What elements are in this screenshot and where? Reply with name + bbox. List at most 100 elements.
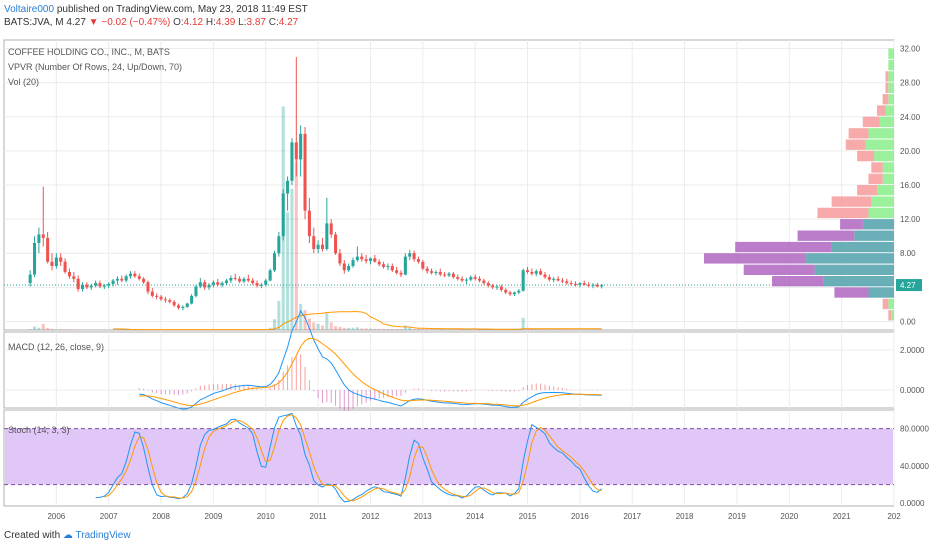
volume-profile-up xyxy=(891,310,894,321)
candle-body xyxy=(486,283,490,286)
volume-bar xyxy=(286,212,290,330)
candle-body xyxy=(438,272,442,275)
axis-ticks: 2006 2007 2008 2009 2010 2011 2012 2013 2014 2015… xyxy=(47,45,929,521)
volume-bar xyxy=(491,329,495,330)
volume-profile-down xyxy=(882,298,889,310)
volume-bar xyxy=(342,327,346,330)
candle-body xyxy=(272,253,277,271)
volume-bar xyxy=(438,329,442,330)
candle-body xyxy=(94,283,98,286)
candle-body xyxy=(373,258,377,262)
ohlc-row: BATS:JVA, M 4.27 ▼ −0.02 (−0.47%) O:4.12… xyxy=(4,16,924,29)
candle-body xyxy=(430,271,434,273)
year-tick-label: 2014 xyxy=(466,512,484,521)
year-tick-label: 2012 xyxy=(362,512,380,521)
price-tick-label: 24.00 xyxy=(900,113,921,122)
volume-bar xyxy=(521,317,525,330)
close-label: C: xyxy=(268,17,279,28)
candle-body xyxy=(194,286,198,296)
stoch-legend[interactable]: Stoch (14, 3, 3) xyxy=(8,425,70,435)
volume-bar xyxy=(377,328,381,330)
year-tick-label: 2021 xyxy=(833,512,851,521)
candle-body xyxy=(526,270,530,272)
chart-canvas[interactable]: 2006 2007 2008 2009 2010 2011 2012 2013 2014 2015… xyxy=(0,0,932,522)
candle-body xyxy=(111,280,115,284)
volume-bar xyxy=(355,327,359,330)
candle-body xyxy=(578,283,582,285)
vpvr-legend[interactable]: VPVR (Number Of Rows, 24, Up/Down, 70) xyxy=(8,62,182,72)
chart-header: Voltaire000 published on TradingView.com… xyxy=(4,3,924,29)
volume-bar xyxy=(382,328,386,330)
stoch-tick-label: 80.0000 xyxy=(900,425,929,434)
macd-legend[interactable]: MACD (12, 26, close, 9) xyxy=(8,342,104,352)
year-tick-label: 2011 xyxy=(310,512,328,521)
tradingview-brand[interactable]: TradingView xyxy=(75,530,131,541)
candle-body xyxy=(159,296,163,300)
last-price: 4.27 xyxy=(66,17,86,28)
vol-legend[interactable]: Vol (20) xyxy=(8,77,39,87)
volume-bar xyxy=(28,329,32,330)
volume-bar xyxy=(451,329,455,330)
candle-body xyxy=(46,237,50,262)
volume-bar xyxy=(386,329,390,330)
author-link[interactable]: Voltaire000 xyxy=(4,4,55,15)
candle-body xyxy=(50,261,54,267)
candle-body xyxy=(89,285,93,288)
candle-body xyxy=(181,306,185,308)
candle-body xyxy=(360,256,364,260)
volume-bar xyxy=(325,313,329,330)
volume-bar xyxy=(556,329,560,330)
candle-body xyxy=(582,283,586,285)
candle-body xyxy=(403,256,407,275)
grid-lines xyxy=(4,40,895,506)
volume-profile-up xyxy=(882,162,894,173)
candle-body xyxy=(207,284,211,288)
volume-bar xyxy=(395,329,399,330)
candle-body xyxy=(203,282,207,288)
candle-body xyxy=(124,276,128,281)
candle-body xyxy=(242,278,246,282)
volume-bar xyxy=(425,329,429,330)
candle-body xyxy=(299,133,303,160)
candle-body xyxy=(390,266,394,271)
candle-body xyxy=(238,278,242,282)
candle-body xyxy=(137,276,141,279)
volume-bar xyxy=(543,329,547,330)
candle-body xyxy=(146,282,150,292)
candle-body xyxy=(37,234,41,243)
candle-body xyxy=(176,305,181,308)
volume-bar xyxy=(50,328,54,330)
candle-body xyxy=(211,282,215,285)
volume-bar xyxy=(54,329,58,330)
volume-profile xyxy=(704,48,894,321)
volume-bar xyxy=(272,319,277,330)
volume-profile-down xyxy=(834,287,869,298)
candle-body xyxy=(456,277,460,279)
volume-bar xyxy=(320,325,325,330)
publish-info: Voltaire000 published on TradingView.com… xyxy=(4,3,924,16)
candle-body xyxy=(512,292,516,295)
candle-body xyxy=(33,243,37,275)
candle-body xyxy=(142,278,146,283)
volume-bar xyxy=(399,329,403,330)
candle-body xyxy=(264,280,268,285)
volume-bar xyxy=(447,329,451,330)
volume-profile-down xyxy=(882,94,889,105)
candle-body xyxy=(259,284,263,286)
candle-body xyxy=(59,257,63,262)
volume-bar xyxy=(530,328,534,330)
volume-bar xyxy=(486,329,490,330)
year-tick-label: 2010 xyxy=(257,512,275,521)
year-tick-label: 2018 xyxy=(676,512,694,521)
volume-profile-down xyxy=(885,82,889,93)
created-with-text: Created with xyxy=(4,530,61,541)
volume-bar xyxy=(316,323,320,330)
candle-body xyxy=(76,278,80,290)
candle-body xyxy=(569,283,573,285)
volume-profile-down xyxy=(857,150,875,162)
candle-body xyxy=(251,280,255,284)
volume-profile-down xyxy=(876,105,886,116)
volume-bar xyxy=(46,328,50,330)
volume-bar xyxy=(294,160,298,330)
candle-body xyxy=(216,282,220,285)
